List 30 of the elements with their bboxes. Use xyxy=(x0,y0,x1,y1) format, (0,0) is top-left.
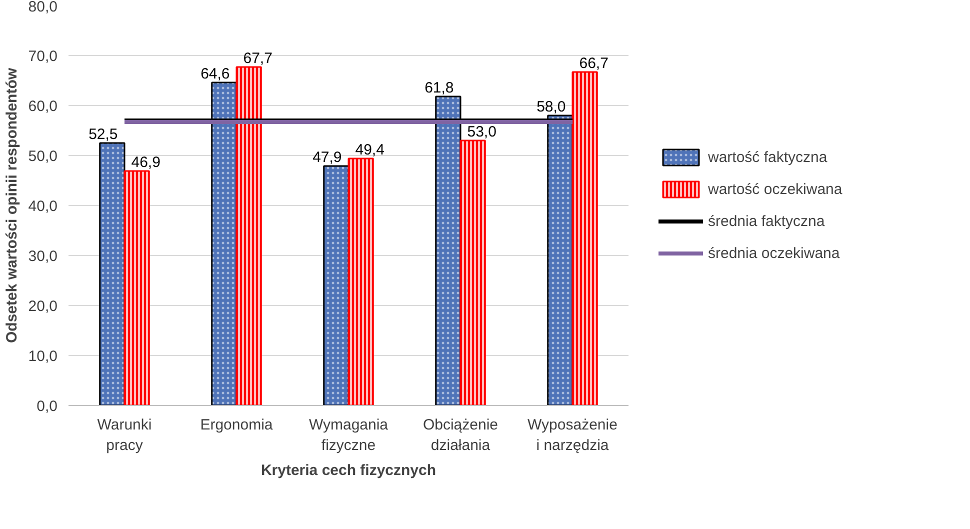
y-tick-label: 60,0 xyxy=(28,98,58,115)
x-tick-label: Wyposażenie i narzędzia xyxy=(528,416,618,454)
legend-label: wartość oczekiwana xyxy=(708,180,842,198)
y-axis-title: Odsetek wartości opinii respondentów xyxy=(3,68,20,344)
data-label: 49,4 xyxy=(355,142,384,158)
legend-label: średnia faktyczna xyxy=(708,212,825,230)
data-label: 52,5 xyxy=(88,126,118,143)
data-label: 58,0 xyxy=(536,98,566,116)
y-tick-label: 80,0 xyxy=(28,0,58,16)
data-label: 53,0 xyxy=(467,124,496,140)
legend-label: średnia oczekiwana xyxy=(708,244,840,262)
data-label: 46,9 xyxy=(131,154,160,171)
x-tick-label: Ergonomia xyxy=(200,416,274,434)
data-label: 61,8 xyxy=(424,80,454,96)
data-label: 66,7 xyxy=(579,55,608,72)
y-tick-label: 30,0 xyxy=(28,248,58,265)
x-tick-label: Warunki pracy xyxy=(97,416,152,454)
data-label: 47,9 xyxy=(312,149,342,166)
data-label: 67,7 xyxy=(243,50,272,67)
y-tick-label: 70,0 xyxy=(28,48,58,65)
y-tick-label: 0,0 xyxy=(36,398,58,415)
legend-label: wartość faktyczna xyxy=(708,148,828,166)
x-axis-title: Kryteria cech fizycznych xyxy=(260,462,436,479)
x-tick-label: Obciążenie działania xyxy=(422,416,498,454)
x-tick-label: Wymagania fizyczne xyxy=(308,416,389,454)
y-tick-label: 40,0 xyxy=(28,198,58,215)
data-label: 64,6 xyxy=(200,66,230,82)
y-tick-label: 10,0 xyxy=(28,348,58,365)
y-tick-label: 50,0 xyxy=(28,148,58,165)
y-tick-label: 20,0 xyxy=(28,298,58,315)
